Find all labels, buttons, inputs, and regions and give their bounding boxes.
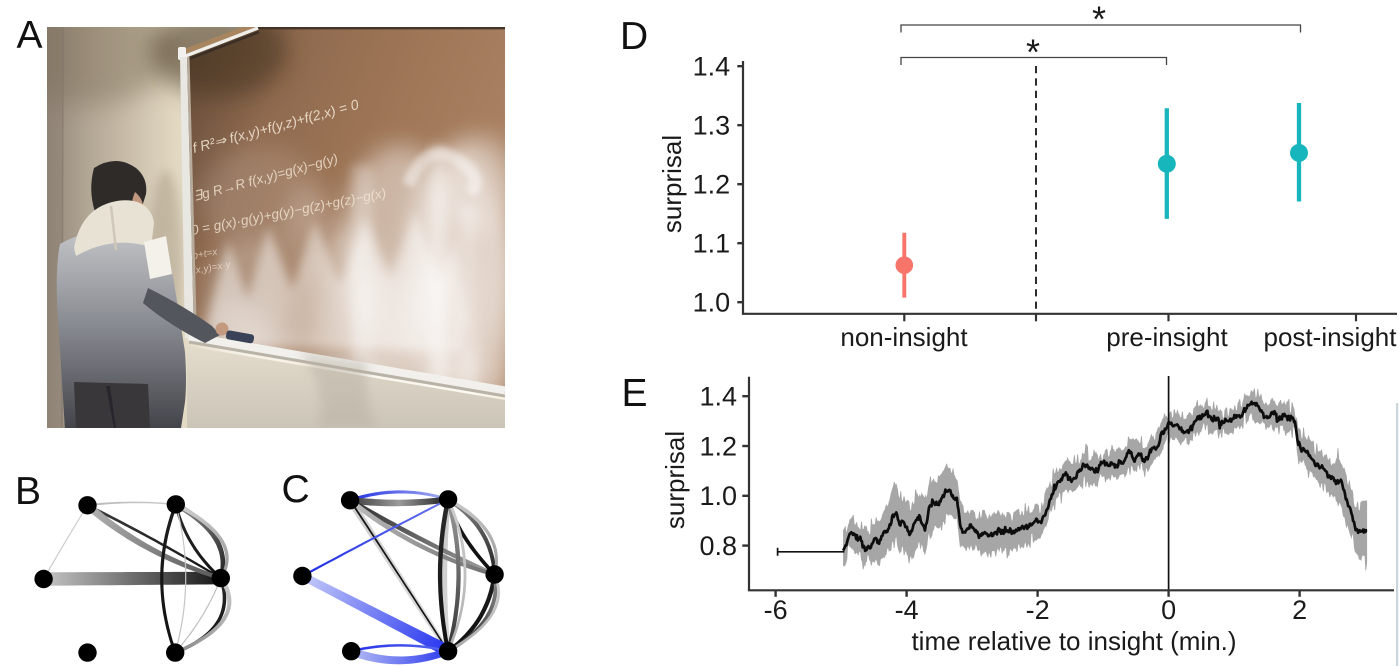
svg-text:pre-insight: pre-insight — [1106, 322, 1228, 352]
svg-text:1.2: 1.2 — [699, 431, 737, 461]
svg-text:1.0: 1.0 — [693, 288, 731, 318]
svg-text:0: 0 — [1161, 595, 1176, 625]
svg-text:time relative to insight (min.: time relative to insight (min.) — [911, 626, 1236, 656]
svg-text:surprisal: surprisal — [657, 135, 687, 233]
svg-text:non-insight: non-insight — [840, 322, 968, 352]
svg-text:1.3: 1.3 — [693, 111, 731, 141]
svg-text:E: E — [622, 372, 648, 415]
svg-text:1.4: 1.4 — [693, 52, 731, 82]
svg-text:-2: -2 — [1026, 595, 1050, 625]
svg-text:1.2: 1.2 — [693, 170, 731, 200]
svg-text:-4: -4 — [895, 595, 919, 625]
svg-text:2: 2 — [1292, 595, 1307, 625]
svg-text:*: * — [1026, 32, 1040, 73]
svg-text:B: B — [15, 470, 41, 513]
svg-text:surprisal: surprisal — [660, 431, 690, 529]
svg-text:C: C — [282, 468, 310, 511]
svg-text:0.8: 0.8 — [699, 531, 737, 561]
svg-text:post-insight: post-insight — [1264, 322, 1398, 352]
svg-text:1.1: 1.1 — [693, 229, 731, 259]
svg-text:1.4: 1.4 — [699, 382, 737, 412]
svg-text:D: D — [620, 15, 648, 58]
svg-text:A: A — [17, 14, 43, 57]
svg-text:-6: -6 — [764, 595, 788, 625]
svg-text:b+t=x: b+t=x — [192, 247, 220, 262]
svg-text:*: * — [1092, 0, 1106, 40]
svg-text:1.0: 1.0 — [699, 481, 737, 511]
